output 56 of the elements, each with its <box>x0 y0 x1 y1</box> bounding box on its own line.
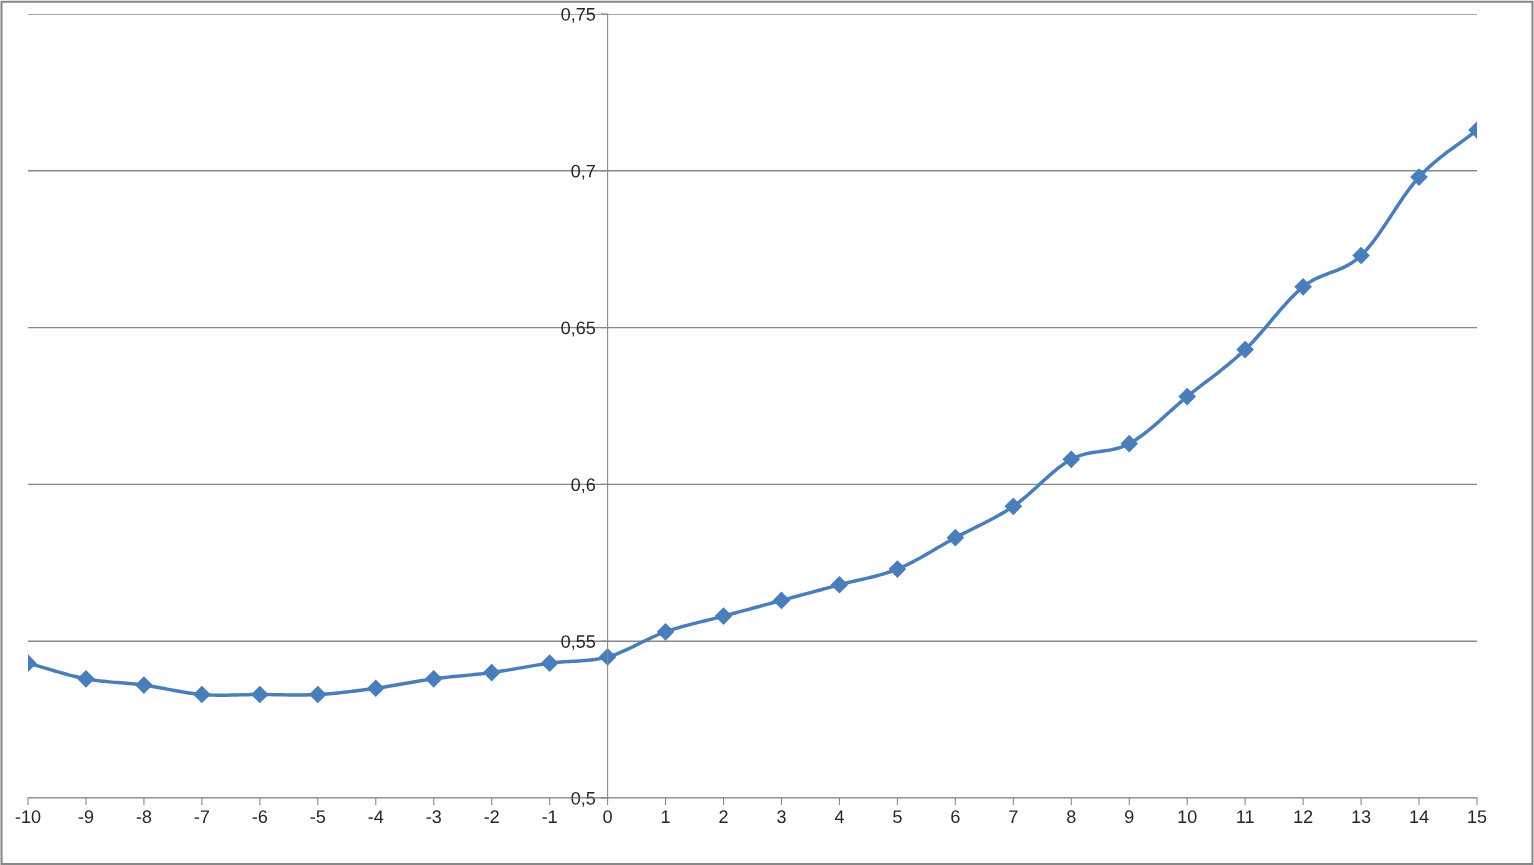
y-tick-label: 0,7 <box>571 164 595 180</box>
x-tick-label: 2 <box>719 810 728 823</box>
x-tick-label: -4 <box>368 810 384 823</box>
point <box>1120 435 1138 453</box>
point <box>135 676 153 694</box>
point <box>657 623 675 641</box>
x-tick-label: -6 <box>252 810 268 824</box>
x-tick-label: -7 <box>194 810 209 823</box>
point <box>1410 168 1428 186</box>
x-tick-label: -8 <box>136 810 152 824</box>
x-tick-label: 8 <box>1067 810 1076 824</box>
point <box>714 607 733 625</box>
y-tick-label: 0,5 <box>571 791 596 807</box>
y-tick-label: 0,65 <box>561 321 596 337</box>
x-tick-label: -2 <box>484 810 499 823</box>
point <box>483 664 501 682</box>
x-tick-label: 3 <box>777 810 786 824</box>
point <box>1294 278 1312 296</box>
point <box>309 685 327 704</box>
point <box>425 670 443 688</box>
x-tick-label: 9 <box>1125 810 1134 824</box>
x-tick-label: -5 <box>310 810 326 824</box>
y-tick-label: 0,75 <box>561 7 596 23</box>
point <box>1178 388 1196 406</box>
x-tick-label: 7 <box>1009 810 1018 823</box>
point <box>772 591 791 609</box>
x-tick-label: 10 <box>1178 810 1197 824</box>
point <box>251 685 269 704</box>
x-tick-label: 14 <box>1410 810 1429 823</box>
x-tick-label: 1 <box>661 810 670 823</box>
x-tick-label: 6 <box>951 810 960 824</box>
x-tick-label: -1 <box>542 810 557 823</box>
x-tick-label: -9 <box>78 810 94 824</box>
x-tick-label: -3 <box>426 810 441 824</box>
point <box>1352 246 1370 265</box>
point <box>367 679 385 697</box>
x-tick-label: -10 <box>15 810 41 824</box>
x-tick-label: 4 <box>834 810 844 823</box>
x-tick-label: 12 <box>1294 810 1313 823</box>
point <box>1004 497 1022 515</box>
y-tick-label: 0,55 <box>561 635 596 651</box>
point <box>541 654 559 672</box>
x-tick-label: 0 <box>603 810 612 824</box>
x-tick-label: 11 <box>1237 810 1254 823</box>
x-tick-label: 13 <box>1352 810 1371 824</box>
point <box>77 670 95 688</box>
point <box>1062 450 1080 468</box>
y-tick-label: 0,6 <box>571 478 595 494</box>
point <box>888 560 906 578</box>
point <box>193 685 211 704</box>
point <box>830 576 848 594</box>
point <box>1236 340 1254 359</box>
x-tick-label: 5 <box>893 810 902 824</box>
point <box>946 529 964 547</box>
x-tick-label: 15 <box>1468 810 1487 824</box>
point <box>599 648 617 666</box>
